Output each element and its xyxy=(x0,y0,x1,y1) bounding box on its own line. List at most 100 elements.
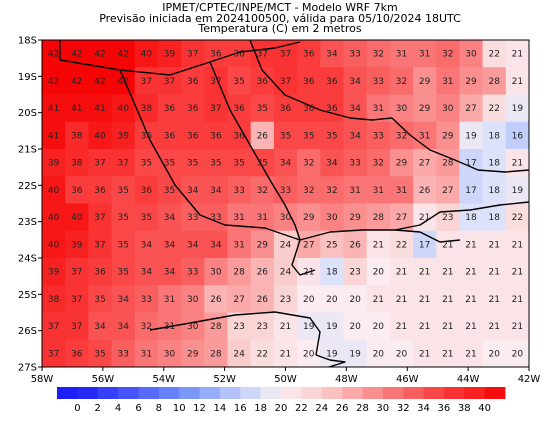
grid-value: 37 xyxy=(94,159,105,169)
grid-value: 30 xyxy=(326,213,338,223)
grid-value: 30 xyxy=(280,213,292,223)
grid-value: 36 xyxy=(233,104,245,114)
temperature-cell xyxy=(250,121,275,150)
temperature-cell xyxy=(181,40,205,68)
temperature-cell xyxy=(88,67,113,96)
temperature-cell xyxy=(65,176,89,205)
grid-value: 36 xyxy=(187,104,199,114)
temperature-cell xyxy=(111,312,136,341)
grid-value: 22 xyxy=(488,104,499,114)
temperature-cell xyxy=(343,67,368,96)
grid-value: 20 xyxy=(512,349,524,359)
grid-value: 20 xyxy=(349,322,361,332)
grid-value: 37 xyxy=(48,349,59,359)
grid-value: 35 xyxy=(141,159,152,169)
grid-value: 18 xyxy=(488,159,500,169)
temperature-cell xyxy=(42,67,66,96)
state-border xyxy=(299,201,529,241)
grid-value: 35 xyxy=(164,159,175,169)
grid-value: 27 xyxy=(465,104,476,114)
temperature-cell xyxy=(88,40,113,68)
grid-value: 33 xyxy=(373,131,384,141)
grid-value: 32 xyxy=(141,322,152,332)
grid-value: 36 xyxy=(303,77,315,87)
temperature-cell xyxy=(134,258,159,286)
grid-value: 33 xyxy=(187,268,198,278)
grid-value: 42 xyxy=(48,77,59,87)
temperature-cell xyxy=(366,121,391,150)
colorbar-label: 26 xyxy=(336,403,349,414)
grid-value: 26 xyxy=(257,295,269,305)
grid-value: 19 xyxy=(512,104,524,114)
temperature-cell xyxy=(273,203,298,232)
temperature-cell xyxy=(273,94,298,123)
grid-value: 41 xyxy=(94,104,105,114)
colorbar-segment xyxy=(382,387,404,399)
grid-value: 23 xyxy=(280,295,291,305)
grid-value: 29 xyxy=(257,240,269,250)
grid-value: 34 xyxy=(141,240,153,250)
grid-value: 40 xyxy=(48,213,60,223)
temperature-cell xyxy=(88,203,113,232)
temperature-cell xyxy=(250,176,275,205)
temperature-cell xyxy=(250,339,275,367)
grid-value: 34 xyxy=(280,159,292,169)
grid-value: 29 xyxy=(419,104,431,114)
grid-value: 30 xyxy=(396,104,408,114)
grid-value: 18 xyxy=(488,213,500,223)
grid-value: 31 xyxy=(349,186,360,196)
temperature-cell xyxy=(320,40,345,68)
variable-title: Temperatura (C) em 2 metros xyxy=(198,22,362,35)
colorbar-label: 6 xyxy=(135,403,141,414)
temperature-cell xyxy=(181,230,205,259)
temperature-cell xyxy=(134,203,159,232)
temperature-cell xyxy=(157,230,182,259)
grid-value: 36 xyxy=(164,131,176,141)
temperature-cell xyxy=(436,230,461,259)
grid-value: 25 xyxy=(326,240,337,250)
temperature-cell xyxy=(227,149,252,177)
grid-value: 42 xyxy=(71,77,82,87)
grid-value: 21 xyxy=(280,322,291,332)
temperature-cell xyxy=(134,339,159,367)
grid-value: 34 xyxy=(326,50,338,60)
grid-value: 37 xyxy=(71,295,82,305)
grid-value: 26 xyxy=(419,186,431,196)
temperature-cell xyxy=(157,285,182,314)
grid-value: 34 xyxy=(349,77,361,87)
state-border xyxy=(59,40,301,76)
temperature-cell xyxy=(181,67,205,96)
temperature-cell xyxy=(157,121,182,150)
temperature-cell xyxy=(343,40,368,68)
temperature-cell xyxy=(459,40,484,68)
colorbar-segment xyxy=(219,387,241,399)
temperature-cell xyxy=(134,176,159,205)
temperature-cell xyxy=(157,176,182,205)
temperature-cell xyxy=(273,149,298,177)
grid-value: 32 xyxy=(373,159,384,169)
grid-value: 30 xyxy=(465,50,477,60)
temperature-field xyxy=(42,40,529,367)
temperature-cell xyxy=(366,40,391,68)
temperature-cell xyxy=(482,94,507,123)
temperature-cell xyxy=(320,285,345,314)
temperature-cell xyxy=(88,94,113,123)
temperature-cell xyxy=(459,285,484,314)
temperature-cell xyxy=(227,40,252,68)
grid-value: 37 xyxy=(71,268,82,278)
grid-value: 41 xyxy=(71,104,82,114)
colorbar-label: 10 xyxy=(173,403,186,414)
temperature-cell xyxy=(366,67,391,96)
colorbar-label: 22 xyxy=(295,403,308,414)
temperature-cell xyxy=(273,312,298,341)
grid-value: 36 xyxy=(303,50,315,60)
lon-label: 50W xyxy=(274,374,297,385)
temperature-cell xyxy=(111,230,136,259)
temperature-cell xyxy=(111,67,136,96)
temperature-cell xyxy=(134,121,159,150)
temperature-cell xyxy=(297,149,321,177)
colorbar-segment xyxy=(179,387,200,399)
temperature-cell xyxy=(413,67,437,96)
grid-value: 36 xyxy=(94,186,106,196)
